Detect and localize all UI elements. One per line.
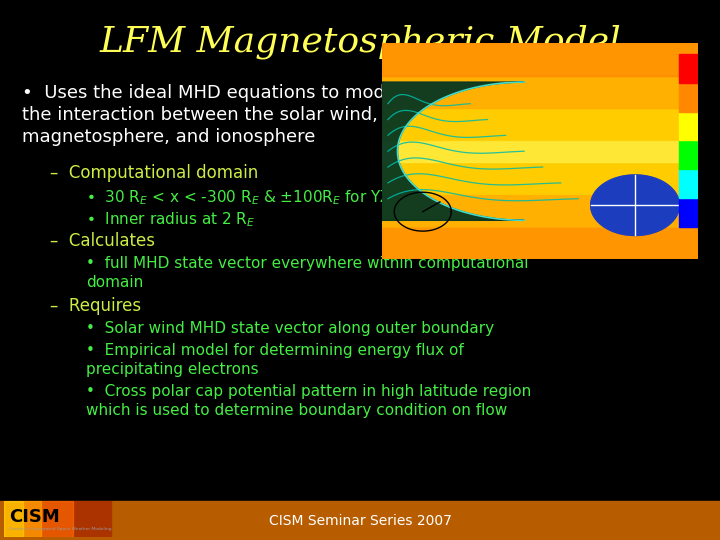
Text: –  Calculates: – Calculates	[50, 232, 156, 249]
Text: Center for Integrated Space Weather Modeling: Center for Integrated Space Weather Mode…	[9, 527, 112, 531]
Polygon shape	[680, 54, 698, 83]
Text: •  full MHD state vector everywhere within computational
domain: • full MHD state vector everywhere withi…	[86, 256, 529, 289]
Polygon shape	[382, 108, 698, 140]
Text: •  Solar wind MHD state vector along outer boundary: • Solar wind MHD state vector along oute…	[86, 321, 495, 336]
Polygon shape	[382, 194, 698, 227]
Polygon shape	[382, 227, 698, 259]
Text: •  30 R$_E$ < x < -300 R$_E$ & ±100R$_E$ for YZ: • 30 R$_E$ < x < -300 R$_E$ & ±100R$_E$ …	[86, 188, 392, 207]
Text: •  Cross polar cap potential pattern in high latitude region
which is used to de: • Cross polar cap potential pattern in h…	[86, 384, 531, 417]
Text: –  Requires: – Requires	[50, 297, 142, 315]
Polygon shape	[680, 112, 698, 140]
Polygon shape	[590, 175, 680, 235]
Text: –  Computational domain: – Computational domain	[50, 164, 258, 182]
Polygon shape	[382, 162, 698, 194]
Polygon shape	[382, 82, 524, 220]
Text: CISM: CISM	[9, 508, 59, 526]
Polygon shape	[4, 501, 42, 537]
Polygon shape	[680, 83, 698, 112]
Polygon shape	[382, 76, 698, 108]
Text: CISM Seminar Series 2007: CISM Seminar Series 2007	[269, 514, 451, 528]
Polygon shape	[680, 140, 698, 169]
Text: •  Inner radius at 2 R$_E$: • Inner radius at 2 R$_E$	[86, 210, 256, 229]
Text: LFM Magnetospheric Model: LFM Magnetospheric Model	[99, 24, 621, 59]
Polygon shape	[4, 501, 73, 537]
Text: •  Empirical model for determining energy flux of
precipitating electrons: • Empirical model for determining energy…	[86, 343, 464, 376]
Polygon shape	[4, 501, 111, 537]
Bar	[0, 501, 720, 540]
Text: •  Uses the ideal MHD equations to model
the interaction between the solar wind,: • Uses the ideal MHD equations to model …	[22, 84, 401, 146]
Polygon shape	[680, 169, 698, 198]
Polygon shape	[382, 140, 698, 162]
Polygon shape	[680, 198, 698, 227]
Polygon shape	[382, 43, 698, 76]
Polygon shape	[382, 43, 698, 259]
Polygon shape	[590, 175, 680, 235]
Polygon shape	[4, 501, 22, 537]
